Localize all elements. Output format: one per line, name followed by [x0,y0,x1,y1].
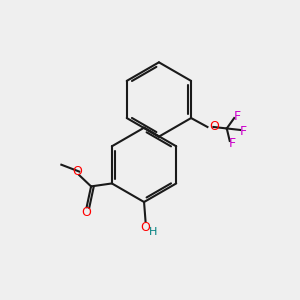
Text: F: F [229,137,236,150]
Text: O: O [82,206,92,219]
Text: O: O [141,221,151,234]
Text: F: F [234,110,241,123]
Text: H: H [149,227,157,237]
Text: O: O [73,165,82,178]
Text: O: O [209,121,219,134]
Text: F: F [239,125,247,138]
